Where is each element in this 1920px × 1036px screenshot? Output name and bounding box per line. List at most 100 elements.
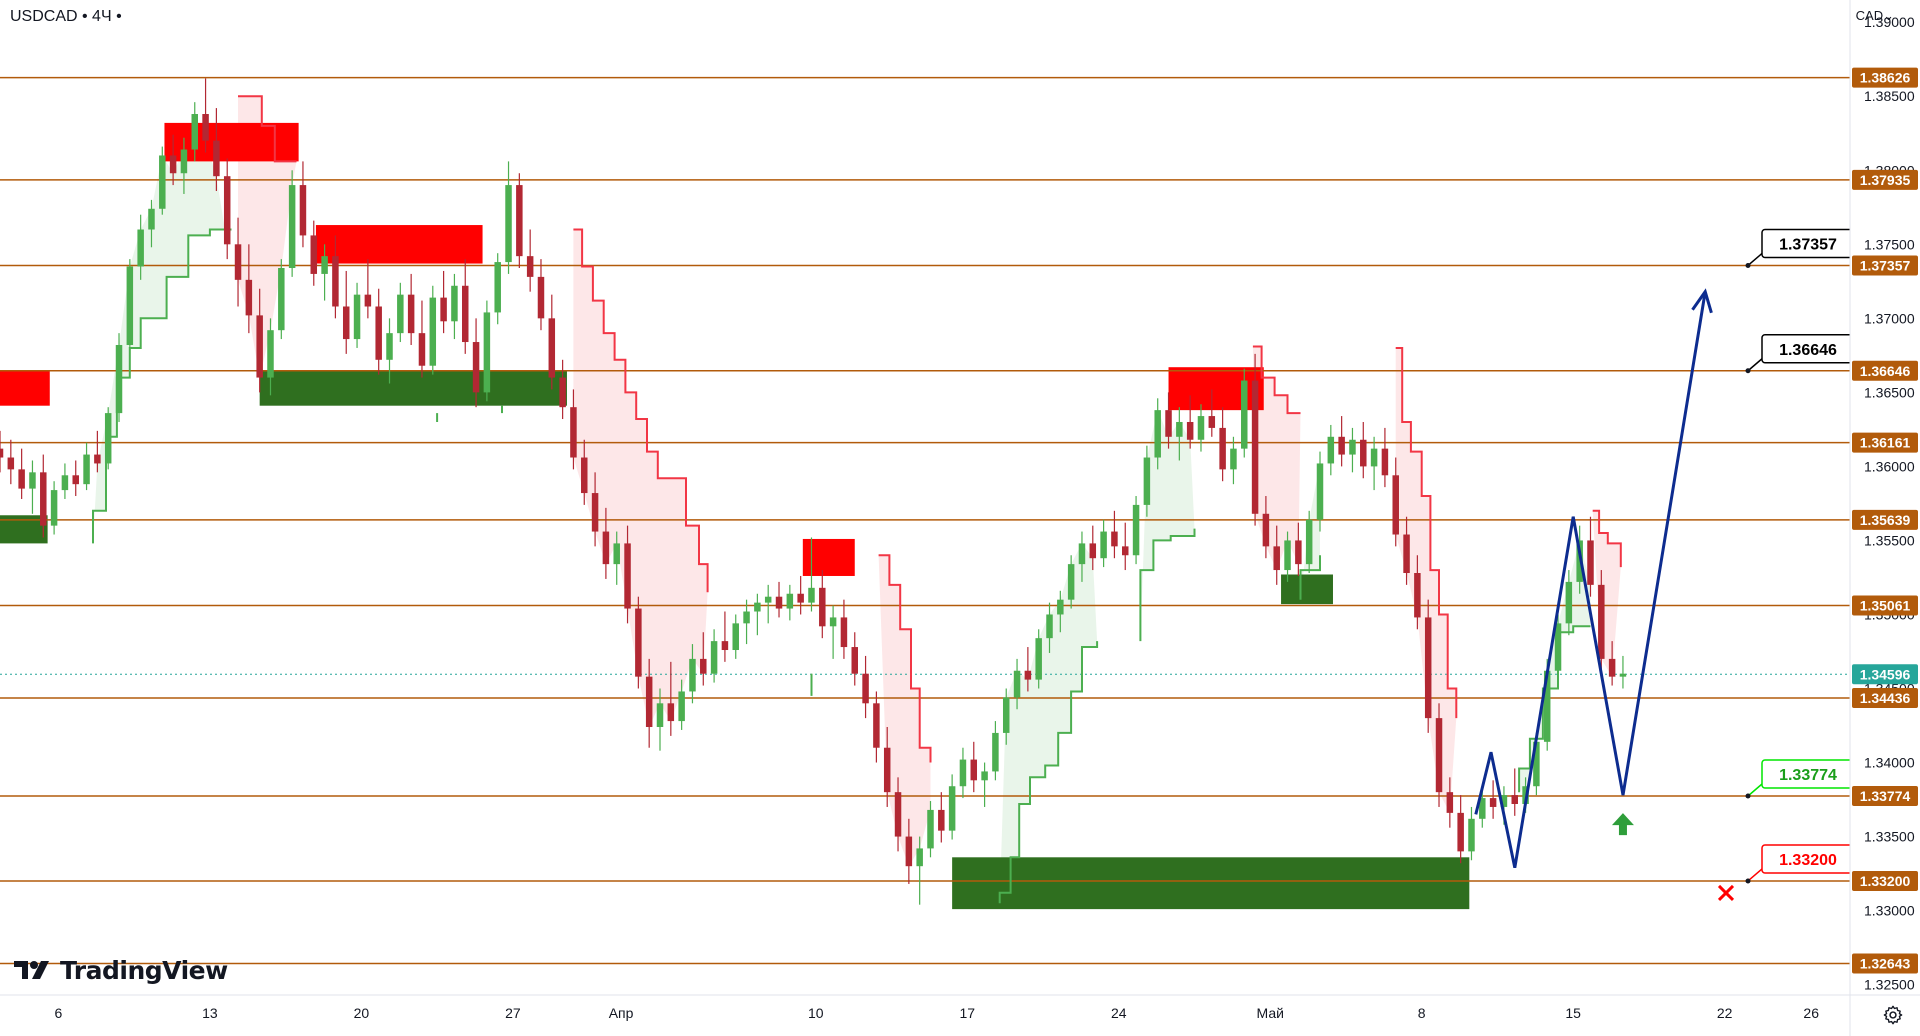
candle[interactable] bbox=[191, 102, 198, 162]
candle[interactable] bbox=[1002, 688, 1010, 745]
candle[interactable] bbox=[310, 220, 318, 286]
candle[interactable] bbox=[905, 818, 913, 884]
candle[interactable] bbox=[1446, 777, 1454, 828]
symbol-title[interactable]: USDCAD • 4Ч • bbox=[10, 8, 122, 25]
supply-zone[interactable] bbox=[1168, 367, 1264, 411]
candle[interactable] bbox=[1414, 555, 1421, 630]
candle[interactable] bbox=[1403, 516, 1410, 585]
candle[interactable] bbox=[981, 762, 988, 807]
price-callout-target[interactable]: 1.36646 bbox=[1745, 334, 1855, 374]
candle[interactable] bbox=[148, 199, 155, 248]
candle[interactable] bbox=[1067, 555, 1075, 609]
candle[interactable] bbox=[213, 108, 220, 192]
candle[interactable] bbox=[72, 460, 79, 497]
candle[interactable] bbox=[169, 134, 177, 186]
candle[interactable] bbox=[1197, 404, 1205, 452]
candle[interactable] bbox=[159, 146, 166, 215]
candle[interactable] bbox=[472, 318, 480, 408]
candle[interactable] bbox=[743, 599, 750, 645]
candle[interactable] bbox=[505, 161, 512, 274]
resistance-step-line[interactable] bbox=[878, 554, 932, 763]
candle[interactable] bbox=[256, 288, 263, 393]
resistance-step-line[interactable] bbox=[573, 228, 709, 593]
candle[interactable] bbox=[819, 570, 826, 639]
candle[interactable] bbox=[7, 439, 15, 485]
candle[interactable] bbox=[873, 691, 880, 763]
support-step-line[interactable] bbox=[1518, 625, 1591, 793]
candle[interactable] bbox=[299, 161, 307, 248]
candle[interactable] bbox=[613, 531, 620, 585]
projection-path[interactable] bbox=[1474, 291, 1707, 869]
candle[interactable] bbox=[278, 259, 285, 340]
candle[interactable] bbox=[202, 78, 209, 153]
candle[interactable] bbox=[602, 507, 610, 579]
candle[interactable] bbox=[883, 727, 891, 807]
demand-zone[interactable] bbox=[1281, 574, 1333, 605]
candle[interactable] bbox=[559, 359, 566, 420]
candle[interactable] bbox=[353, 282, 361, 348]
candle[interactable] bbox=[700, 632, 707, 686]
price-callout-stop[interactable]: 1.33200 bbox=[1717, 844, 1855, 902]
candle[interactable] bbox=[992, 721, 999, 781]
candle[interactable] bbox=[1024, 647, 1032, 692]
candle[interactable] bbox=[451, 273, 458, 340]
candle[interactable] bbox=[61, 463, 69, 499]
candle[interactable] bbox=[50, 481, 58, 535]
candle[interactable] bbox=[764, 584, 772, 624]
candle[interactable] bbox=[440, 270, 447, 334]
candle[interactable] bbox=[808, 537, 815, 612]
candle[interactable] bbox=[397, 282, 404, 343]
candle[interactable] bbox=[288, 170, 296, 277]
candle[interactable] bbox=[516, 173, 523, 268]
candle[interactable] bbox=[1554, 614, 1562, 680]
candle[interactable] bbox=[797, 575, 804, 615]
candle[interactable] bbox=[1457, 795, 1464, 864]
candle[interactable] bbox=[1608, 641, 1616, 686]
candle[interactable] bbox=[1208, 389, 1216, 437]
candle[interactable] bbox=[375, 288, 382, 375]
candle[interactable] bbox=[483, 300, 491, 402]
candle[interactable] bbox=[234, 217, 242, 307]
candle[interactable] bbox=[970, 741, 978, 793]
candle[interactable] bbox=[1176, 407, 1183, 461]
candle[interactable] bbox=[429, 285, 437, 375]
candle[interactable] bbox=[40, 454, 47, 538]
candle[interactable] bbox=[83, 442, 90, 491]
candle[interactable] bbox=[1424, 599, 1432, 733]
candle[interactable] bbox=[1316, 451, 1324, 532]
candle[interactable] bbox=[1165, 392, 1172, 449]
candle[interactable] bbox=[1219, 407, 1226, 482]
supply-zone[interactable] bbox=[0, 370, 50, 406]
candle[interactable] bbox=[1013, 658, 1021, 710]
candle[interactable] bbox=[1489, 780, 1497, 819]
candle[interactable] bbox=[1186, 395, 1194, 449]
candle[interactable] bbox=[1132, 496, 1140, 565]
candle[interactable] bbox=[1284, 531, 1291, 582]
supply-zone[interactable] bbox=[315, 225, 483, 264]
candle[interactable] bbox=[223, 158, 231, 260]
candle[interactable] bbox=[1435, 703, 1443, 807]
candle[interactable] bbox=[862, 655, 869, 719]
candle[interactable] bbox=[526, 229, 534, 292]
support-step-line[interactable] bbox=[998, 641, 1099, 904]
candle[interactable] bbox=[1046, 602, 1053, 653]
candle[interactable] bbox=[916, 836, 923, 905]
candle[interactable] bbox=[267, 318, 274, 396]
candle[interactable] bbox=[1143, 445, 1151, 517]
candle[interactable] bbox=[1273, 525, 1280, 585]
candle[interactable] bbox=[104, 407, 112, 470]
resistance-step-line[interactable] bbox=[238, 95, 297, 163]
candle[interactable] bbox=[1154, 398, 1161, 470]
candle[interactable] bbox=[245, 244, 253, 334]
tradingview-logo[interactable]: TradingView bbox=[14, 956, 228, 985]
candle[interactable] bbox=[1122, 522, 1129, 571]
candle[interactable] bbox=[1111, 510, 1118, 559]
candle[interactable] bbox=[1392, 457, 1399, 547]
candle[interactable] bbox=[645, 658, 653, 748]
candle[interactable] bbox=[548, 294, 556, 390]
candle[interactable] bbox=[1619, 655, 1627, 689]
candle[interactable] bbox=[115, 333, 123, 422]
candle[interactable] bbox=[1089, 525, 1097, 571]
candle[interactable] bbox=[386, 318, 393, 384]
